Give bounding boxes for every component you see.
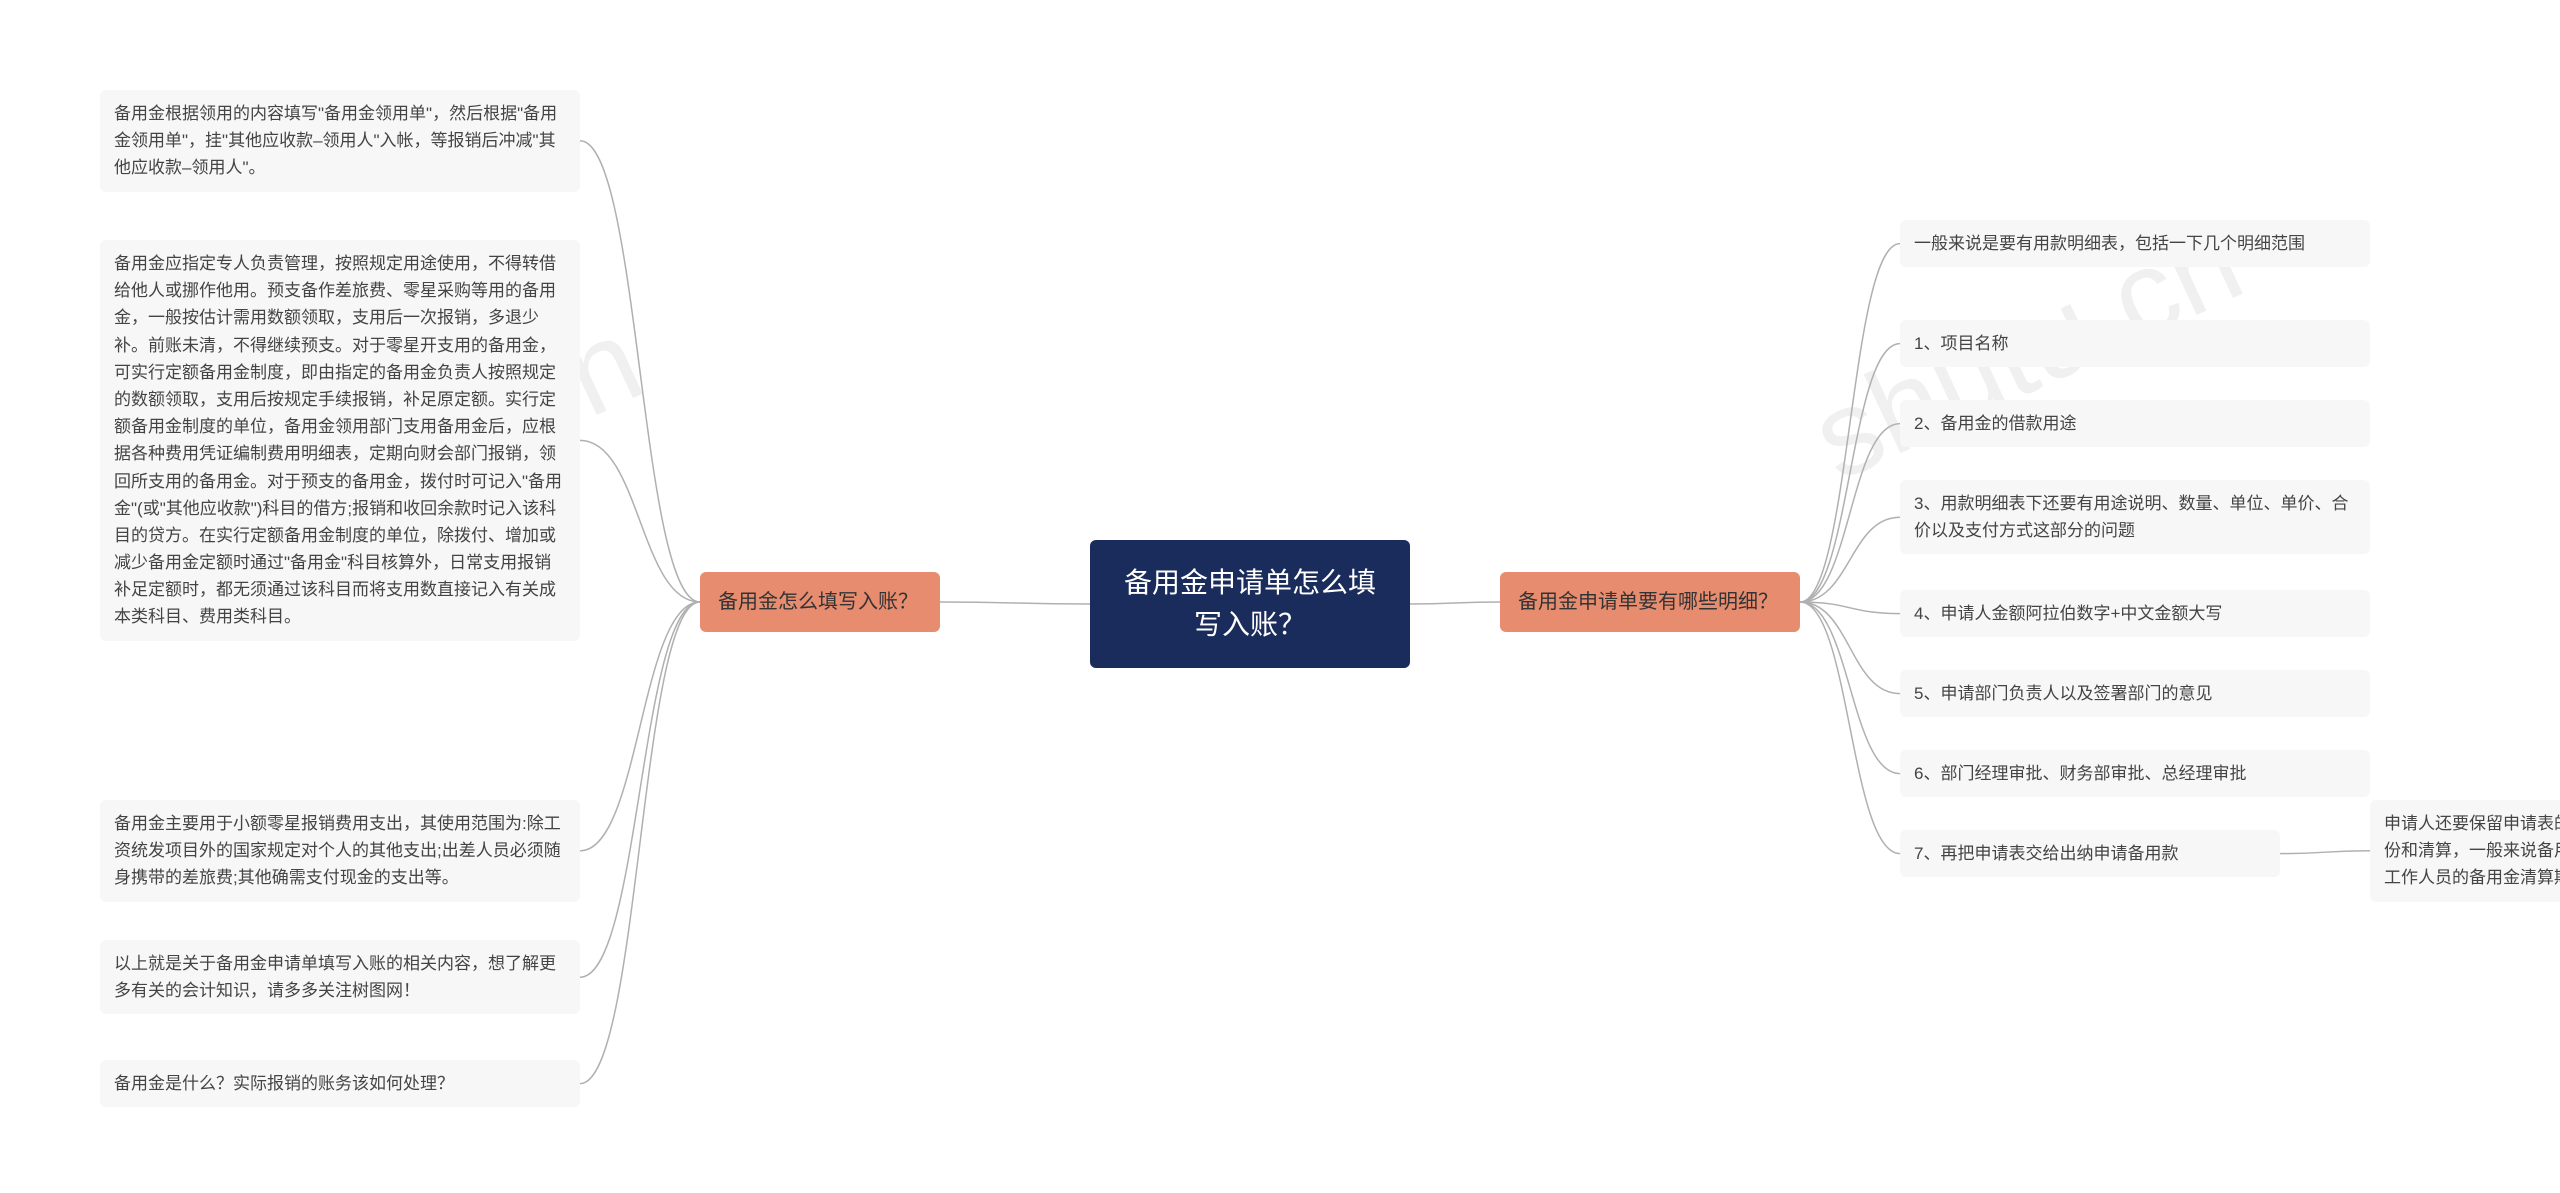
right-leaf-7[interactable]: 7、再把申请表交给出纳申请备用款: [1900, 830, 2280, 877]
right-leaf-7-child[interactable]: 申请人还要保留申请表的复印件，对以后的核对工作做好备份和清算，一般来说备用金是每…: [2370, 800, 2560, 902]
right-leaf-5[interactable]: 5、申请部门负责人以及签署部门的意见: [1900, 670, 2370, 717]
right-leaf-3[interactable]: 3、用款明细表下还要有用途说明、数量、单位、单价、合价以及支付方式这部分的问题: [1900, 480, 2370, 554]
right-leaf-1[interactable]: 1、项目名称: [1900, 320, 2370, 367]
left-leaf-4[interactable]: 备用金是什么？实际报销的账务该如何处理？: [100, 1060, 580, 1107]
mindmap-canvas: 备用金申请单怎么填写入账？ 备用金怎么填写入账？ 备用金根据领用的内容填写"备用…: [0, 0, 2560, 1193]
right-leaf-2[interactable]: 2、备用金的借款用途: [1900, 400, 2370, 447]
left-leaf-0[interactable]: 备用金根据领用的内容填写"备用金领用单"，然后根据"备用金领用单"，挂"其他应收…: [100, 90, 580, 192]
center-node[interactable]: 备用金申请单怎么填写入账？: [1090, 540, 1410, 668]
left-branch[interactable]: 备用金怎么填写入账？: [700, 572, 940, 632]
left-leaf-2[interactable]: 备用金主要用于小额零星报销费用支出，其使用范围为:除工资统发项目外的国家规定对个…: [100, 800, 580, 902]
right-leaf-6[interactable]: 6、部门经理审批、财务部审批、总经理审批: [1900, 750, 2370, 797]
right-leaf-4[interactable]: 4、申请人金额阿拉伯数字+中文金额大写: [1900, 590, 2370, 637]
left-leaf-1[interactable]: 备用金应指定专人负责管理，按照规定用途使用，不得转借给他人或挪作他用。预支备作差…: [100, 240, 580, 641]
left-leaf-3[interactable]: 以上就是关于备用金申请单填写入账的相关内容，想了解更多有关的会计知识，请多多关注…: [100, 940, 580, 1014]
right-leaf-0[interactable]: 一般来说是要有用款明细表，包括一下几个明细范围: [1900, 220, 2370, 267]
right-branch[interactable]: 备用金申请单要有哪些明细？: [1500, 572, 1800, 632]
